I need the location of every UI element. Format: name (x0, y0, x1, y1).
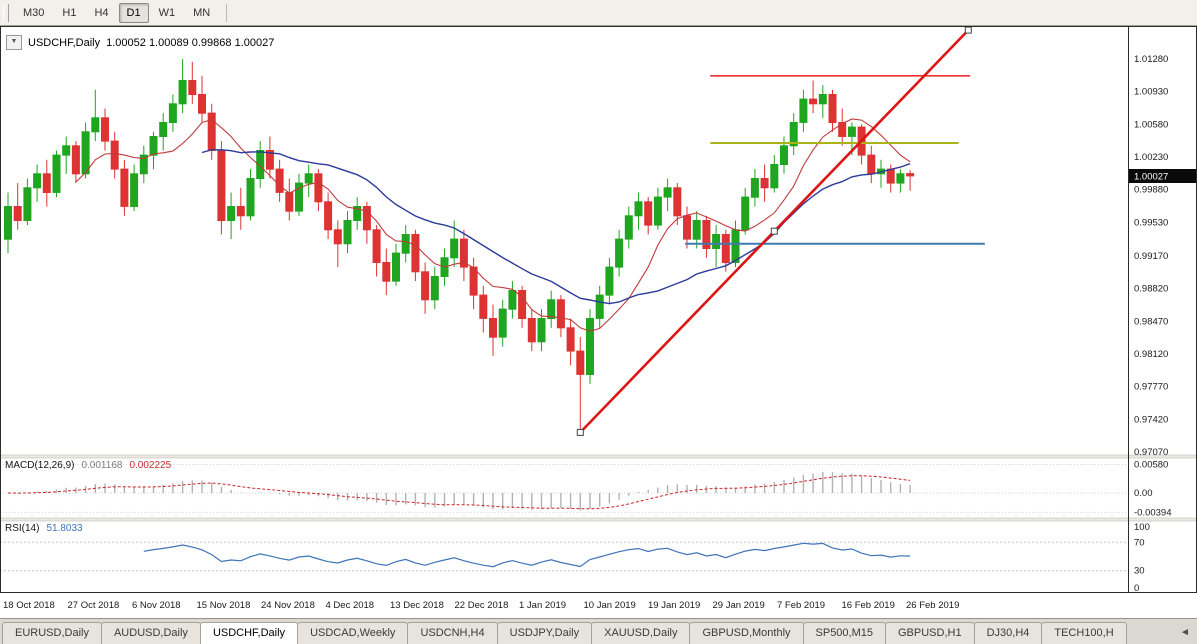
trendline-handle[interactable] (770, 227, 778, 235)
svg-text:18 Oct 2018: 18 Oct 2018 (3, 600, 55, 611)
chart-tab-eurusd[interactable]: EURUSD,Daily (2, 622, 102, 644)
svg-text:0.97070: 0.97070 (1134, 447, 1168, 458)
tabs-scroll-left-icon[interactable]: ◄ (1180, 626, 1190, 638)
chart-tab-dj30[interactable]: DJ30,H4 (973, 622, 1043, 644)
svg-text:7 Feb 2019: 7 Feb 2019 (777, 600, 825, 611)
svg-text:29 Jan 2019: 29 Jan 2019 (713, 600, 765, 611)
svg-text:-0.00394: -0.00394 (1134, 507, 1172, 518)
svg-text:0.00: 0.00 (1134, 488, 1153, 499)
rsi-panel (1, 541, 1127, 572)
svg-text:24 Nov 2018: 24 Nov 2018 (261, 600, 315, 611)
svg-text:30: 30 (1134, 566, 1145, 577)
svg-text:0.97420: 0.97420 (1134, 414, 1168, 425)
macd-panel (1, 464, 1127, 513)
chart-tab-gbpusd[interactable]: GBPUSD,Monthly (689, 622, 804, 644)
current-price-tag (1129, 169, 1196, 183)
rsi-indicator-label: RSI(14) 51.8033 (5, 523, 83, 534)
macd-name: MACD(12,26,9) (5, 460, 75, 471)
svg-text:10 Jan 2019: 10 Jan 2019 (584, 600, 636, 611)
chart-tab-usdcnh[interactable]: USDCNH,H4 (407, 622, 498, 644)
svg-text:1.00027: 1.00027 (1134, 171, 1168, 182)
rsi-value: 51.8033 (46, 523, 83, 534)
toolbar-grip-handle[interactable] (3, 3, 9, 22)
svg-text:1.01280: 1.01280 (1134, 54, 1168, 65)
svg-text:19 Jan 2019: 19 Jan 2019 (648, 600, 700, 611)
svg-text:1 Jan 2019: 1 Jan 2019 (519, 600, 566, 611)
svg-text:6 Nov 2018: 6 Nov 2018 (132, 600, 181, 611)
chart-objects (576, 26, 985, 436)
chart-tabbar: EURUSD,Daily AUDUSD,Daily USDCHF,Daily USDC… (0, 618, 1197, 644)
panel-separator[interactable] (0, 454, 1197, 459)
svg-text:0.00580: 0.00580 (1134, 459, 1168, 470)
chart-tab-gbpusd[interactable]: GBPUSD,H1 (885, 622, 975, 644)
chart-tabs: EURUSD,Daily AUDUSD,Daily USDCHF,Daily USDC… (0, 620, 1173, 644)
svg-text:0.99880: 0.99880 (1134, 185, 1168, 196)
chart-canvas[interactable]: 1.01280 1.00930 1.00580 1.00230 0.99880 0.995… (0, 26, 1197, 618)
svg-text:0.98120: 0.98120 (1134, 349, 1168, 360)
svg-text:0.99170: 0.99170 (1134, 251, 1168, 262)
trendline-handle[interactable] (576, 428, 584, 436)
svg-text:13 Dec 2018: 13 Dec 2018 (390, 600, 444, 611)
chart-ohlc-values: 1.00052 1.00089 0.99868 1.00027 (106, 36, 275, 49)
macd-signal-value: 0.002225 (129, 460, 172, 471)
timeframe-button-d1[interactable]: D1 (118, 2, 149, 23)
svg-text:15 Nov 2018: 15 Nov 2018 (197, 600, 251, 611)
svg-text:0.97770: 0.97770 (1134, 382, 1168, 393)
svg-text:16 Feb 2019: 16 Feb 2019 (842, 600, 895, 611)
rsi-name: RSI(14) (5, 523, 40, 534)
svg-text:27 Oct 2018: 27 Oct 2018 (68, 600, 120, 611)
macd-indicator-label: MACD(12,26,9) 0.001168 0.002225 (5, 460, 171, 471)
chart-tab-usdjpy[interactable]: USDJPY,Daily (496, 622, 593, 644)
svg-text:26 Feb 2019: 26 Feb 2019 (906, 600, 959, 611)
svg-text:0: 0 (1134, 583, 1139, 594)
timeframe-button-w1[interactable]: W1 (158, 6, 176, 19)
svg-text:1.00580: 1.00580 (1134, 119, 1168, 130)
chart-window: 1.01280 1.00930 1.00580 1.00230 0.99880 0.995… (0, 26, 1197, 618)
panel-separator[interactable] (0, 517, 1197, 522)
timeframe-buttons: M30 H1 H4 D1 W1 MN (15, 2, 218, 23)
chart-symbol-label: USDCHF,Daily (28, 36, 101, 49)
svg-text:22 Dec 2018: 22 Dec 2018 (455, 600, 509, 611)
trendline-handle[interactable] (964, 26, 972, 34)
candlesticks (4, 59, 915, 436)
chart-tab-tech100[interactable]: TECH100,H (1041, 622, 1127, 644)
timeframe-toolbar: M30 H1 H4 D1 W1 MN (0, 0, 1197, 26)
chart-tab-audusd[interactable]: AUDUSD,Daily (100, 622, 201, 644)
symbol-dropdown-icon[interactable]: ▼ (6, 35, 22, 50)
chart-tab-sp500[interactable]: SP500,M15 (802, 622, 886, 644)
chart-title: ▼ USDCHF,Daily 1.00052 1.00089 0.99868 1… (6, 35, 274, 50)
svg-text:100: 100 (1134, 522, 1150, 533)
timeframe-button-m30[interactable]: M30 (23, 6, 45, 19)
svg-text:1.00930: 1.00930 (1134, 87, 1168, 98)
timeframe-button-mn[interactable]: MN (193, 6, 211, 19)
svg-text:0.98470: 0.98470 (1134, 316, 1168, 327)
svg-text:0.98820: 0.98820 (1134, 284, 1168, 295)
svg-text:4 Dec 2018: 4 Dec 2018 (326, 600, 375, 611)
chart-tab-usdchf[interactable]: USDCHF,Daily (199, 622, 299, 644)
axes-and-frame: 1.01280 1.00930 1.00580 1.00230 0.99880 0.995… (0, 26, 1197, 611)
toolbar-separator (226, 3, 228, 22)
svg-text:70: 70 (1134, 537, 1145, 548)
svg-text:0.99530: 0.99530 (1134, 217, 1168, 228)
chart-tab-xauusd[interactable]: XAUUSD,Daily (591, 622, 691, 644)
chart-tab-usdcad[interactable]: USDCAD,Weekly (297, 622, 409, 644)
macd-main-value: 0.001168 (81, 460, 123, 471)
timeframe-button-h4[interactable]: H4 (94, 6, 109, 19)
svg-text:1.00230: 1.00230 (1134, 152, 1168, 163)
timeframe-button-h1[interactable]: H1 (62, 6, 77, 19)
